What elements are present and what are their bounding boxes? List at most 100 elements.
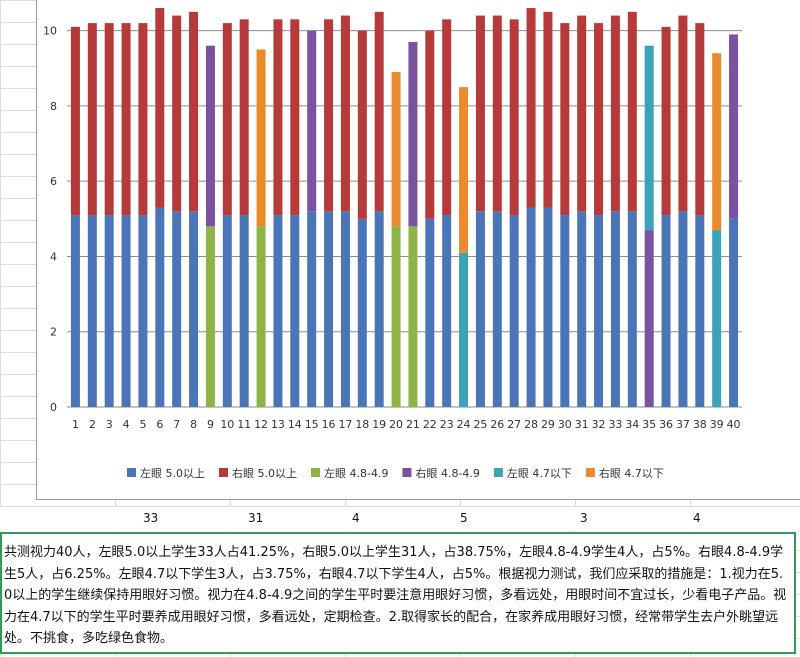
x-tick-label: 39 <box>710 418 724 431</box>
legend-label: 左眼 4.7以下 <box>507 467 572 480</box>
bar-segment <box>87 215 97 407</box>
x-tick-label: 10 <box>220 418 234 431</box>
bars <box>70 8 739 407</box>
x-tick-label: 28 <box>524 418 538 431</box>
x-tick-label: 25 <box>473 418 487 431</box>
bar-segment <box>661 26 671 216</box>
bar-segment <box>340 211 350 407</box>
y-axis-ticks: 0 2 4 6 8 10 <box>43 25 57 414</box>
x-tick-label: 7 <box>173 418 180 431</box>
bar-segment <box>644 45 654 231</box>
x-tick-label: 27 <box>507 418 521 431</box>
legend-label: 右眼 4.8-4.9 <box>415 466 479 480</box>
bar-segment <box>391 72 401 227</box>
bar-segment <box>695 23 705 216</box>
bar-segment <box>695 215 705 407</box>
x-tick-label: 14 <box>288 418 302 431</box>
bar-segment <box>712 53 722 231</box>
bar-segment <box>205 226 215 407</box>
count-cell: 5 <box>460 511 468 525</box>
bar-segment <box>425 30 435 219</box>
bar-segment <box>560 23 570 216</box>
bar-segment <box>155 207 165 407</box>
gridlines <box>67 30 742 408</box>
x-tick-label: 8 <box>190 418 197 431</box>
bar-segment <box>239 215 249 407</box>
bar-segment <box>189 211 199 407</box>
bar-segment <box>678 211 688 407</box>
bar-segment <box>594 23 604 216</box>
bar-segment <box>290 215 300 407</box>
bar-segment <box>273 19 283 216</box>
x-tick-label: 29 <box>541 418 555 431</box>
bar-segment <box>459 252 469 407</box>
summary-textbox[interactable]: 共测视力40人，左眼5.0以上学生33人占41.25%，右眼5.0以上学生31人… <box>0 532 796 654</box>
summary-text: 共测视力40人，左眼5.0以上学生33人占41.25%，右眼5.0以上学生31人… <box>4 545 787 646</box>
bar-segment <box>104 215 114 407</box>
bar-segment <box>509 215 519 407</box>
bar-segment <box>543 11 553 208</box>
bar-segment <box>729 34 739 219</box>
count-cell: 3 <box>580 511 588 525</box>
bar-segment <box>172 15 182 212</box>
bar-segment <box>408 226 418 407</box>
bar-segment <box>205 45 215 227</box>
x-tick-label: 17 <box>338 418 352 431</box>
bar-segment <box>442 19 452 216</box>
legend-label: 右眼 4.7以下 <box>599 466 664 480</box>
bar-segment <box>290 19 300 216</box>
legend-swatch <box>127 468 136 477</box>
legend-swatch <box>311 468 320 477</box>
bar-segment <box>256 49 266 227</box>
bar-segment <box>340 15 350 212</box>
bar-segment <box>138 23 148 216</box>
bar-segment <box>492 211 502 407</box>
bar-segment <box>374 11 384 212</box>
bar-segment <box>324 19 334 212</box>
y-tick-label: 4 <box>50 250 57 263</box>
bar-segment <box>256 226 266 407</box>
legend-swatch <box>493 468 503 477</box>
legend-label: 右眼 5.0以上 <box>232 466 297 480</box>
bar-segment <box>442 215 452 407</box>
bar-segment <box>729 218 739 407</box>
y-tick-label: 0 <box>50 401 57 414</box>
bar-segment <box>87 23 97 216</box>
x-tick-label: 36 <box>659 418 673 431</box>
x-tick-label: 1 <box>72 418 79 431</box>
y-tick-label: 6 <box>50 175 57 188</box>
x-tick-label: 5 <box>139 418 146 431</box>
bar-segment <box>712 230 722 407</box>
bar-segment <box>307 211 317 407</box>
y-tick-label: 10 <box>43 25 57 38</box>
bar-segment <box>70 215 80 407</box>
count-cell: 31 <box>248 511 264 525</box>
y-tick-label: 2 <box>50 326 57 339</box>
bar-segment <box>577 15 587 212</box>
bar-segment <box>121 215 131 407</box>
bar-segment <box>610 211 620 407</box>
bar-segment <box>577 211 587 407</box>
x-tick-label: 34 <box>625 418 639 431</box>
x-axis-ticks: 1 2 3 4 5 6 7 8 9 10 11 12 13 14 15 16 17 18 19 20 21 22 23 24 2… <box>72 418 741 431</box>
bar-segment <box>189 11 199 212</box>
x-tick-label: 12 <box>254 418 268 431</box>
x-tick-label: 37 <box>676 418 690 431</box>
legend-label: 左眼 4.8-4.9 <box>324 467 388 480</box>
bar-segment <box>357 218 367 407</box>
chart-area[interactable]: 0 2 4 6 8 10 1 2 3 4 5 6 7 8 9 10 11 12 13 14 15 16 17 18 19 20 2… <box>36 0 800 500</box>
bar-segment <box>239 19 249 216</box>
x-tick-label: 2 <box>89 418 96 431</box>
x-tick-label: 6 <box>156 418 163 431</box>
legend-swatch <box>585 468 595 477</box>
bar-segment <box>273 215 283 407</box>
legend-label: 左眼 5.0以上 <box>140 467 205 480</box>
x-tick-label: 15 <box>305 418 319 431</box>
bar-segment <box>222 215 232 407</box>
x-tick-label: 32 <box>592 418 606 431</box>
bar-segment <box>526 8 536 208</box>
x-tick-label: 20 <box>389 418 403 431</box>
bar-segment <box>374 211 384 407</box>
x-tick-label: 3 <box>106 418 113 431</box>
